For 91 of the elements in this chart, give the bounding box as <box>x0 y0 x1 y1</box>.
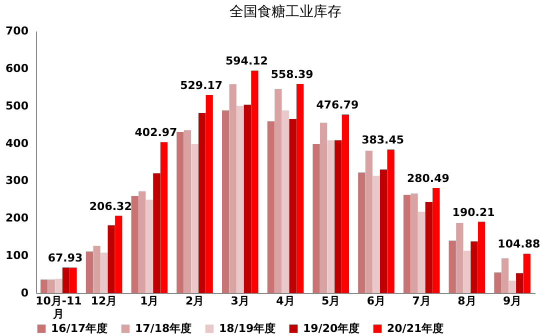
bar <box>501 258 509 293</box>
data-label: 206.32 <box>89 200 132 213</box>
x-tick-label: 6月 <box>366 294 386 308</box>
bar <box>432 188 440 293</box>
bar <box>523 254 530 293</box>
bar <box>274 89 282 293</box>
bar <box>320 122 328 293</box>
bar <box>410 193 418 293</box>
bar <box>55 278 62 293</box>
bar <box>70 268 77 293</box>
data-label: 476.79 <box>316 98 359 112</box>
y-tick-label: 100 <box>6 249 29 262</box>
legend-label: 17/18年度 <box>135 322 192 335</box>
data-label: 558.39 <box>270 68 314 82</box>
bar <box>229 84 236 293</box>
x-tick-label: 12月 <box>90 294 118 308</box>
bar <box>387 149 394 293</box>
bar <box>86 251 94 293</box>
bar <box>244 104 251 293</box>
bar <box>327 140 334 293</box>
data-label: 190.21 <box>452 206 495 219</box>
x-tick-label: 10月-11月 <box>36 294 82 320</box>
bar <box>131 196 138 293</box>
y-tick-label: 0 <box>20 286 29 300</box>
bar <box>463 250 471 293</box>
y-tick-label: 600 <box>6 62 29 75</box>
y-tick-label: 300 <box>6 174 29 188</box>
bar <box>516 273 524 293</box>
x-tick-label: 4月 <box>276 294 295 308</box>
bar <box>380 169 388 293</box>
data-label: 402.97 <box>134 126 178 140</box>
chart-title: 全国食糖工业库存 <box>230 4 342 20</box>
y-tick-label: 400 <box>6 136 29 150</box>
legend-label: 16/17年度 <box>51 322 108 335</box>
bar <box>115 216 122 293</box>
bar <box>448 240 456 293</box>
bar <box>289 118 296 293</box>
x-tick-label: 8月 <box>458 294 476 308</box>
bar <box>153 173 160 293</box>
bar <box>508 280 516 293</box>
bar <box>236 106 244 293</box>
data-label: 67.93 <box>48 252 83 265</box>
bar <box>93 246 100 293</box>
data-label: 594.12 <box>225 54 268 68</box>
x-tick-label: 3月 <box>230 294 250 308</box>
bar <box>48 280 55 293</box>
data-label: 104.88 <box>498 238 540 251</box>
bar <box>146 200 153 293</box>
data-label: 529.17 <box>180 78 223 92</box>
bar <box>251 70 258 293</box>
bar <box>267 121 274 293</box>
bar <box>456 223 464 293</box>
y-tick-label: 500 <box>6 99 29 112</box>
x-tick-label: 2月 <box>185 294 204 308</box>
bar <box>494 272 502 293</box>
bar <box>296 84 304 293</box>
bar <box>342 114 350 293</box>
bar <box>418 212 426 293</box>
x-tick-label: 7月 <box>412 294 431 308</box>
data-label: 383.45 <box>362 133 404 146</box>
y-tick-label: 200 <box>6 212 29 225</box>
bar <box>478 222 486 293</box>
legend-label: 19/20年度 <box>303 322 360 335</box>
bar <box>198 112 206 293</box>
data-label: 280.49 <box>406 172 450 186</box>
bar <box>358 172 366 293</box>
bar <box>108 225 115 293</box>
bar <box>334 140 342 293</box>
bar <box>184 130 192 293</box>
bar <box>206 94 213 293</box>
legend-label: 18/19年度 <box>219 322 276 335</box>
bar <box>312 144 320 293</box>
x-tick-label: 1月 <box>140 294 159 308</box>
x-tick-label: 5月 <box>322 294 340 308</box>
legend-label: 20/21年度 <box>387 322 444 335</box>
bar <box>470 241 478 293</box>
bar <box>372 176 380 293</box>
bar <box>100 252 108 293</box>
bar <box>191 144 198 293</box>
bar <box>365 150 373 293</box>
bar <box>160 142 168 293</box>
bar <box>222 110 230 293</box>
y-tick-label: 700 <box>6 24 29 38</box>
bar <box>40 280 48 293</box>
x-tick-label: 9月 <box>502 294 522 308</box>
bar <box>282 110 290 293</box>
bar <box>138 191 146 293</box>
bar <box>403 194 411 293</box>
bar <box>62 268 70 293</box>
bar <box>425 202 432 293</box>
bar <box>176 132 184 293</box>
